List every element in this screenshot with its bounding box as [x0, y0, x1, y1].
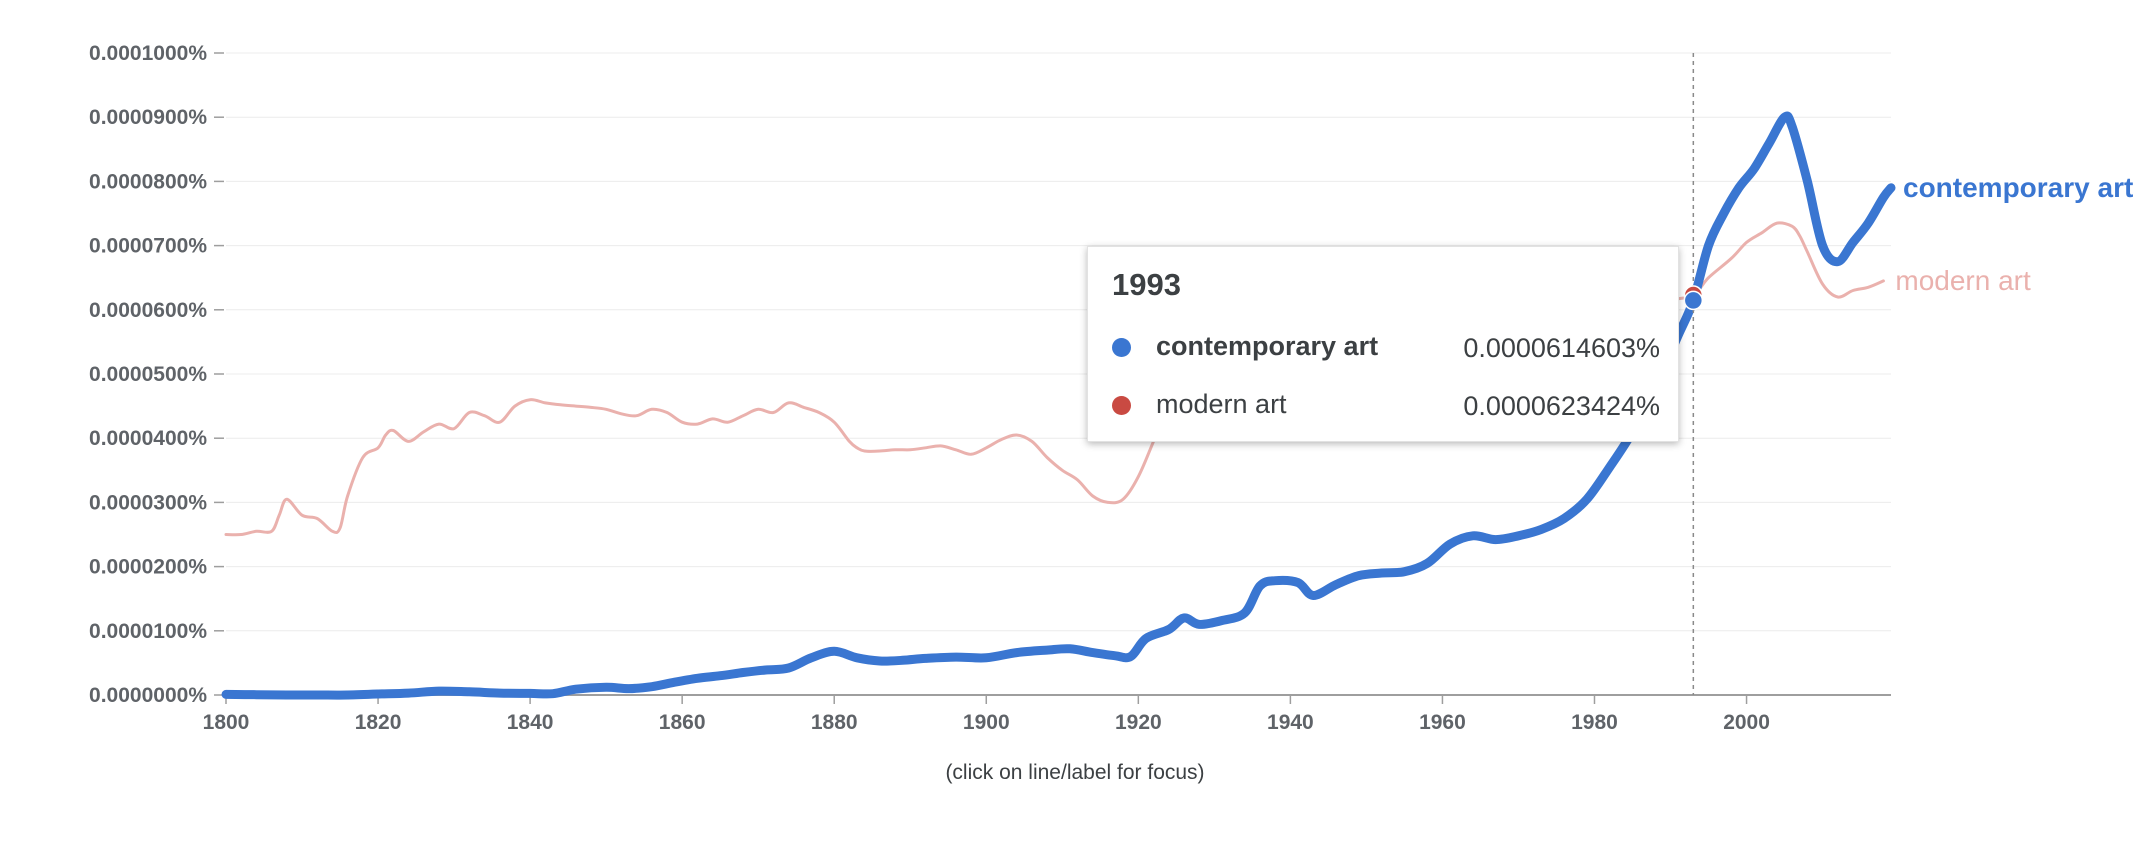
series-dot-icon — [1112, 338, 1131, 357]
y-tick-label: 0.0000700% — [89, 235, 207, 258]
x-tick-label: 2000 — [1723, 711, 1770, 734]
x-tick-label: 1860 — [659, 711, 706, 734]
hover-markers — [1683, 285, 1704, 311]
focus-hint: (click on line/label for focus) — [945, 761, 1205, 784]
x-tick-label: 1840 — [507, 711, 554, 734]
y-tick-label: 0.0000900% — [89, 106, 207, 129]
tooltip-series-name: modern art — [1156, 389, 1287, 419]
y-tick-label: 0.0000800% — [89, 170, 207, 193]
y-tick-label: 0.0000400% — [89, 427, 207, 450]
y-tick-label: 0.0000000% — [89, 684, 207, 707]
hover-tooltip: 1993 contemporary art 0.0000614603% mode… — [1087, 246, 1679, 442]
y-tick-label: 0.0000200% — [89, 556, 207, 579]
series-end-labels[interactable]: modern art contemporary art — [1895, 172, 2133, 296]
y-tick-label: 0.0001000% — [89, 42, 207, 65]
series-dot-icon — [1112, 396, 1131, 415]
x-axis: 1800 1820 1840 1860 1880 1900 1920 1940 1960 1980… — [203, 694, 1891, 734]
tooltip-series-value: 0.0000614603% — [1463, 333, 1660, 363]
series-label-modern-art[interactable]: modern art — [1895, 265, 2031, 296]
tooltip-series-name: contemporary art — [1156, 331, 1379, 361]
y-tick-label: 0.0000600% — [89, 299, 207, 322]
x-tick-label: 1900 — [963, 711, 1010, 734]
x-tick-label: 1980 — [1571, 711, 1618, 734]
tooltip-series-value: 0.0000623424% — [1463, 391, 1660, 421]
x-tick-label: 1820 — [355, 711, 402, 734]
series-line-contemporary-art[interactable] — [221, 111, 1896, 700]
x-tick-label: 1880 — [811, 711, 858, 734]
x-tick-label: 1960 — [1419, 711, 1466, 734]
hover-marker-contemporary-art — [1683, 290, 1704, 311]
x-tick-label: 1920 — [1115, 711, 1162, 734]
y-axis: 0.0000000% 0.0000100% 0.0000200% 0.0000300%… — [89, 42, 224, 707]
y-tick-label: 0.0000500% — [89, 363, 207, 386]
x-tick-label: 1940 — [1267, 711, 1314, 734]
tooltip-row-contemporary-art: contemporary art 0.0000614603% — [1112, 329, 1660, 365]
y-tick-label: 0.0000100% — [89, 620, 207, 643]
gridlines — [226, 52, 1891, 632]
y-tick-label: 0.0000300% — [89, 491, 207, 514]
x-tick-label: 1800 — [203, 711, 250, 734]
series-label-contemporary-art[interactable]: contemporary art — [1903, 172, 2133, 203]
tooltip-row-modern-art: modern art 0.0000623424% — [1112, 387, 1660, 423]
tooltip-year: 1993 — [1112, 267, 1181, 302]
